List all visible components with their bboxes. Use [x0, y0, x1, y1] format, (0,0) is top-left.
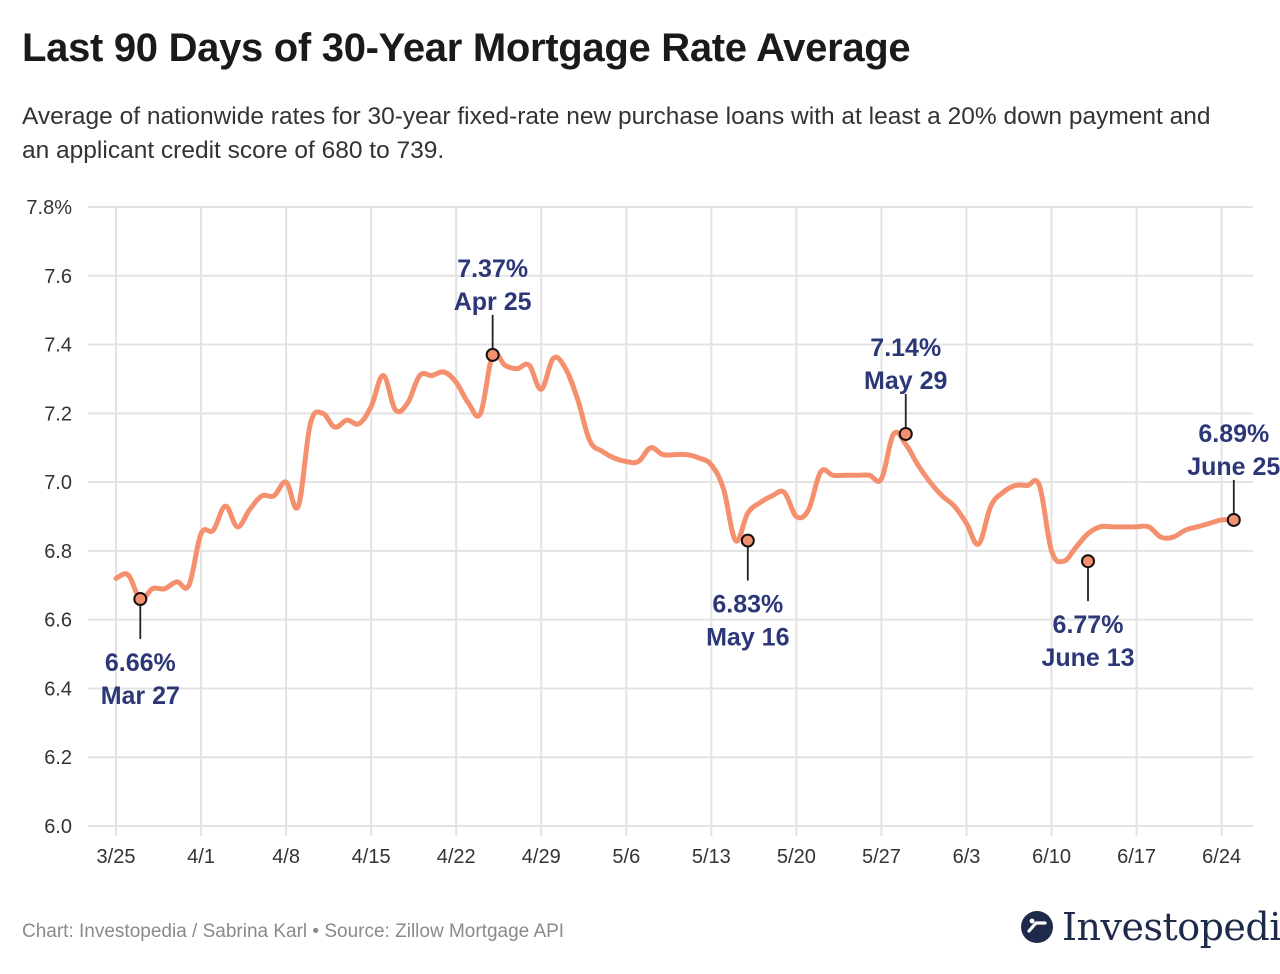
x-tick-label: 6/10 [1032, 846, 1071, 868]
annotation-value: 6.83% [712, 591, 783, 619]
annotation-date: Mar 27 [101, 682, 180, 710]
annotation-value: 7.14% [870, 334, 941, 362]
x-tick-label: 5/6 [612, 846, 640, 868]
annotation-date: May 29 [864, 367, 947, 395]
annotation-value: 6.77% [1053, 611, 1124, 639]
brand-name: Investopedia [1062, 905, 1280, 949]
series-line [113, 349, 1237, 602]
y-axis-ticks: 6.0 6.2 6.4 6.6 6.8 7.0 7.2 7.4 7.6 7.8% [26, 197, 72, 838]
x-tick-label: 6/3 [953, 846, 981, 868]
y-tick-label: 6.0 [44, 816, 72, 838]
annotation-marker [1226, 512, 1241, 527]
annotation-date: June 25 [1187, 453, 1280, 481]
x-axis-ticks: 3/25 4/1 4/8 4/15 4/22 4/29 5/6 5/13 5/20 5/27 6/3… [97, 846, 1242, 868]
y-tick-label: 6.2 [44, 747, 72, 769]
y-tick-label: 6.8 [44, 541, 72, 563]
x-tick-label: 4/29 [522, 846, 561, 868]
y-tick-label: 7.6 [44, 266, 72, 288]
annotation-date: Apr 25 [454, 288, 532, 316]
x-tick-label: 5/20 [777, 846, 816, 868]
annotation-value: 7.37% [457, 255, 528, 283]
investopedia-logo-icon [1021, 911, 1053, 943]
annotation-date: June 13 [1041, 644, 1134, 672]
vertical-gridlines [115, 207, 1223, 836]
annotation: 7.14% May 29 [864, 334, 947, 441]
x-tick-label: 4/1 [187, 846, 215, 868]
chart-title: Last 90 Days of 30-Year Mortgage Rate Av… [22, 26, 911, 70]
horizontal-gridlines [88, 206, 1253, 827]
brand-logo: Investopedia [1020, 902, 1280, 952]
x-tick-label: 4/22 [437, 846, 476, 868]
y-tick-label: 7.2 [44, 403, 72, 425]
x-tick-label: 6/24 [1202, 846, 1241, 868]
annotation-value: 6.66% [105, 649, 176, 677]
x-tick-label: 4/15 [352, 846, 391, 868]
annotation-marker [1081, 554, 1095, 569]
annotation: 6.89% June 25 [1187, 420, 1280, 527]
annotation: 6.66% Mar 27 [101, 592, 180, 710]
y-tick-label: 7.8% [26, 197, 72, 219]
annotation-marker [485, 347, 500, 362]
y-tick-label: 6.6 [44, 610, 72, 632]
x-tick-label: 4/8 [272, 846, 300, 868]
annotation: 6.83% May 16 [706, 533, 789, 652]
annotation-marker [133, 592, 148, 607]
annotations: 6.66% Mar 27 7.37% Apr 25 6.83% May 16 7.14% Ma… [101, 255, 1280, 710]
y-tick-label: 7.0 [44, 472, 72, 494]
source-credit: Chart: Investopedia / Sabrina Karl • Sou… [22, 921, 565, 942]
y-tick-label: 7.4 [44, 335, 72, 357]
annotation-marker [740, 533, 755, 548]
annotation-value: 6.89% [1198, 420, 1269, 448]
x-tick-label: 5/27 [862, 846, 901, 868]
x-tick-label: 6/17 [1117, 846, 1156, 868]
chart-subtitle: Average of nationwide rates for 30-year … [22, 103, 1211, 164]
annotation-marker [898, 426, 913, 441]
x-tick-label: 3/25 [97, 846, 136, 868]
y-tick-label: 6.4 [44, 678, 72, 700]
x-tick-label: 5/13 [692, 846, 731, 868]
annotation: 7.37% Apr 25 [454, 255, 532, 362]
annotation: 6.77% June 13 [1041, 554, 1135, 672]
annotation-date: May 16 [706, 624, 789, 652]
